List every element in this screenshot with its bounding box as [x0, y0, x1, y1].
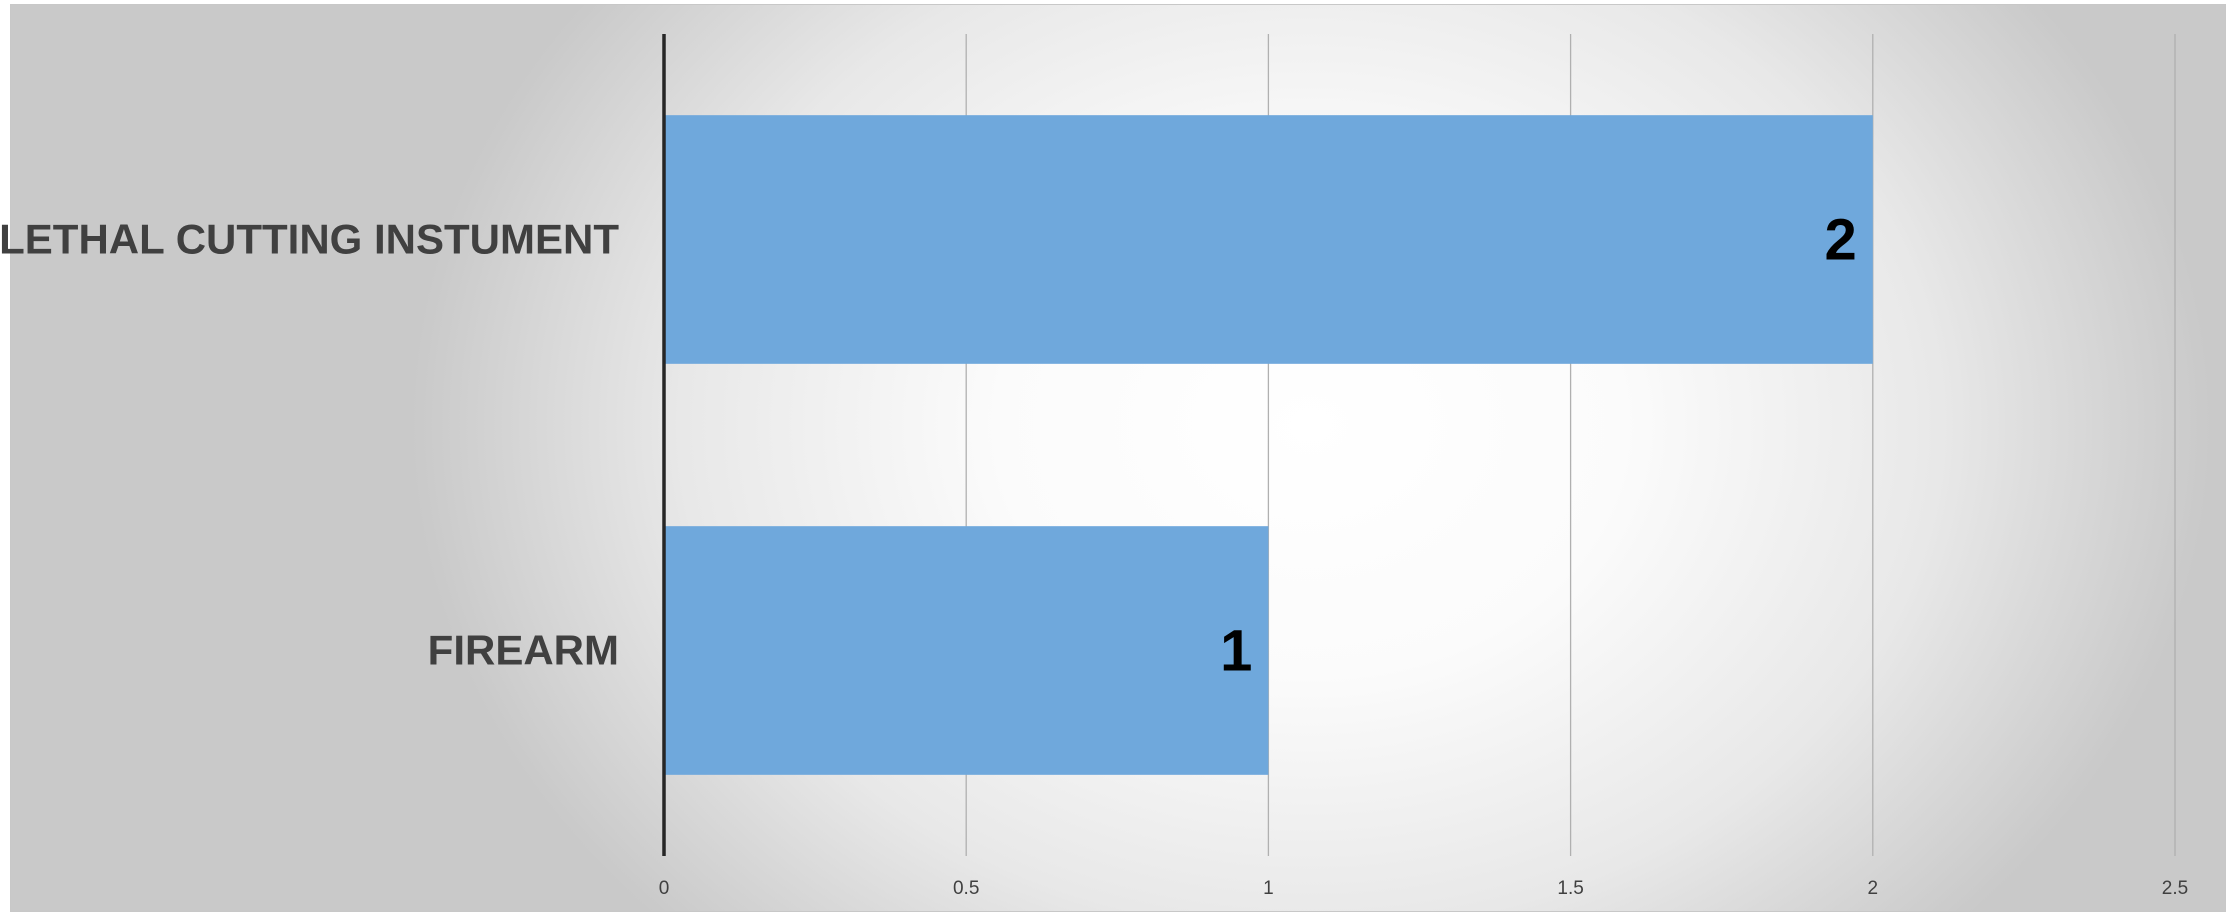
data-label: 2 [1825, 208, 1857, 273]
x-tick-label: 2 [1868, 878, 1879, 899]
category-label: FIREARM [428, 627, 619, 674]
value-axis: 0 0.5 1 1.5 2 2.5 [659, 34, 2188, 899]
x-tick-label: 0.5 [953, 878, 979, 899]
data-labels: 21 [1220, 208, 1857, 684]
bars [664, 115, 1873, 775]
x-tick-label: 1 [1263, 878, 1274, 899]
bar [664, 526, 1269, 775]
category-label: LETHAL CUTTING INSTUMENT [0, 216, 619, 263]
bar [664, 115, 1873, 364]
x-tick-label: 1.5 [1557, 878, 1583, 899]
category-labels: LETHAL CUTTING INSTUMENT FIREARM [0, 216, 619, 674]
data-label: 1 [1220, 619, 1252, 684]
x-tick-label: 2.5 [2162, 878, 2188, 899]
x-tick-label: 0 [659, 878, 670, 899]
